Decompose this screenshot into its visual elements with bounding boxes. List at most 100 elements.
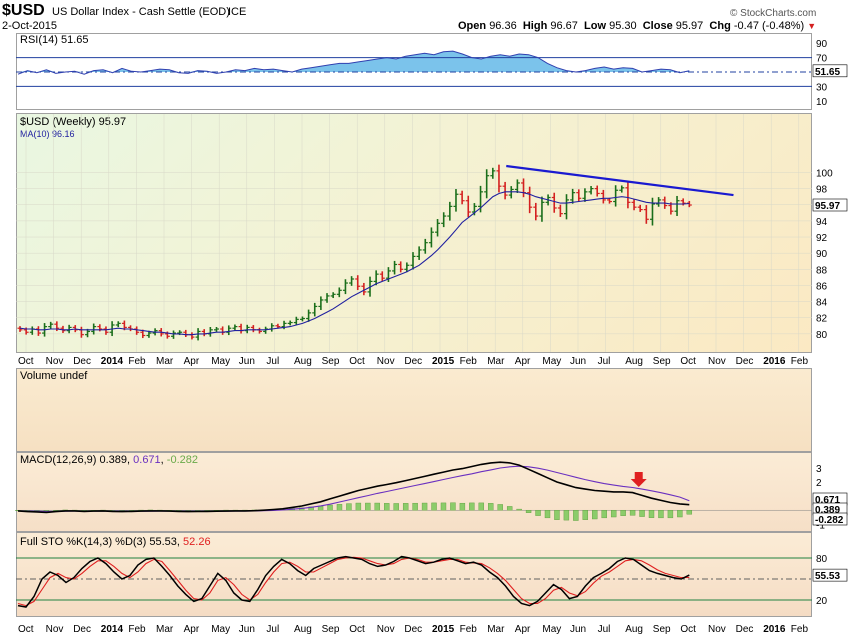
volume-title: Volume undef: [20, 370, 88, 382]
x-axis-label-top: Feb: [460, 356, 478, 367]
rsi-axis-tick: 30: [816, 82, 828, 93]
macd-last-value-label: 0.671: [815, 495, 840, 506]
macd-histogram-bar: [346, 503, 352, 511]
x-axis-label-top: May: [542, 356, 561, 367]
x-axis-label-bottom: Oct: [18, 624, 34, 635]
down-arrow-icon: [630, 472, 647, 487]
macd-histogram-bar: [601, 510, 607, 519]
x-axis-label-top: Dec: [73, 356, 91, 367]
macd-histogram-bar: [544, 510, 551, 519]
macd-label: MACD(12,26,9): [20, 454, 97, 466]
x-axis-label-top: Jul: [598, 356, 611, 367]
x-axis-label-bottom: Jul: [598, 624, 611, 635]
x-axis-label-bottom: 2014: [101, 624, 124, 635]
x-axis-label-top: 2014: [101, 356, 124, 367]
x-axis-label-bottom: Feb: [791, 624, 809, 635]
stochastic-panel: [16, 532, 812, 617]
macd-histogram-bar: [450, 502, 456, 511]
stochastic-last-value-label: 55.53: [815, 571, 840, 582]
macd-axis-tick: -1: [816, 520, 825, 531]
rsi-title: RSI(14) 51.65: [20, 34, 89, 46]
close-label: Close: [642, 20, 673, 32]
price-axis-tick: 80: [816, 330, 828, 341]
x-axis-label-top: Jun: [239, 356, 255, 367]
x-axis-label-top: Apr: [184, 356, 200, 367]
stochastic-label: Full STO %K(14,3) %D(3): [20, 536, 147, 548]
macd-histogram-bar: [402, 503, 409, 511]
price-axis-tick: 90: [816, 249, 828, 260]
x-axis-label-bottom: Aug: [625, 624, 643, 635]
price-last-value-label: 95.97: [815, 201, 840, 212]
x-axis-label-bottom: Sep: [322, 624, 340, 635]
x-axis-label-top: Feb: [791, 356, 809, 367]
macd-title: MACD(12,26,9) 0.389, 0.671, -0.282: [20, 454, 198, 466]
price-axis-tick: 98: [816, 185, 828, 196]
macd-histogram-bar: [639, 510, 645, 517]
macd-histogram-bar: [686, 510, 693, 515]
macd-histogram-bar: [384, 503, 390, 511]
x-axis-label-bottom: Mar: [156, 624, 174, 635]
x-axis-label-top: Oct: [18, 356, 34, 367]
macd-histogram-bar: [327, 504, 333, 511]
macd-last-value-label: 0.389: [815, 505, 840, 516]
ma-legend: MA(10) 96.16: [20, 129, 75, 139]
macd-histogram-bar: [317, 505, 324, 511]
macd-histogram-bar: [53, 510, 59, 511]
macd-line: [17, 461, 690, 514]
chart-symbol: $USD: [2, 2, 45, 19]
signal-value: 0.671: [133, 454, 161, 466]
x-axis-label-bottom: Feb: [128, 624, 146, 635]
macd-histogram-bar: [573, 510, 579, 521]
resistance-trendline: [506, 164, 734, 197]
x-axis-label-bottom: Oct: [680, 624, 696, 635]
volume-panel: [16, 368, 812, 452]
rsi-line: [17, 50, 690, 75]
x-axis-label-top: Oct: [680, 356, 696, 367]
x-axis-label-bottom: Nov: [377, 624, 395, 635]
x-axis-label-bottom: Apr: [184, 624, 200, 635]
macd-last-value-box: [812, 512, 848, 526]
price-axis-tick: 94: [816, 217, 828, 228]
x-axis-label-bottom: Dec: [736, 624, 754, 635]
x-axis-label-top: Feb: [128, 356, 146, 367]
x-axis-label-bottom: Nov: [708, 624, 726, 635]
stochastic-axis-tick: 80: [816, 554, 828, 565]
x-axis-label-bottom: Feb: [460, 624, 478, 635]
x-axis-label-top: Apr: [515, 356, 531, 367]
stochastic-axis-tick: 20: [816, 596, 828, 607]
macd-histogram-bar: [658, 510, 664, 519]
macd-histogram-bar: [506, 506, 513, 511]
x-axis-label-top: 2015: [432, 356, 455, 367]
stochastic-last-value-box: [812, 568, 848, 582]
chart-date: 2-Oct-2015: [2, 20, 58, 32]
price-axis-tick: 88: [816, 265, 828, 276]
macd-last-value-label: -0.282: [815, 515, 844, 526]
x-axis-label-top: Aug: [294, 356, 312, 367]
x-axis-label-top: Nov: [377, 356, 395, 367]
stoch-d-line: [17, 556, 690, 607]
stochastic-title: Full STO %K(14,3) %D(3) 55.53, 52.26: [20, 536, 211, 548]
high-value: 96.67: [550, 20, 578, 32]
macd-histogram-bar: [469, 502, 475, 511]
x-axis-label-top: Nov: [46, 356, 64, 367]
open-value: 96.36: [489, 20, 517, 32]
macd-histogram-bar: [620, 510, 626, 516]
macd-histogram-bar: [554, 510, 560, 520]
macd-histogram-bar: [667, 510, 674, 519]
rsi-overbought-fill: [18, 51, 690, 72]
x-axis-label-top: Jun: [570, 356, 586, 367]
price-last-value-box: [812, 198, 848, 212]
x-axis-label-top: Mar: [487, 356, 505, 367]
macd-histogram-bar: [365, 502, 371, 511]
high-label: High: [522, 20, 548, 32]
macd-histogram-bar: [412, 502, 418, 511]
chg-label: Chg: [709, 20, 731, 32]
x-axis-label-top: Aug: [625, 356, 643, 367]
macd-histogram-bar: [677, 510, 683, 518]
low-label: Low: [584, 20, 607, 32]
macd-histogram-bar: [516, 508, 522, 511]
x-axis-label-bottom: 2016: [763, 624, 786, 635]
ohlc-summary: Open 96.36 High 96.67 Low 95.30 Close 95…: [458, 20, 816, 32]
macd-histogram-bar: [648, 510, 655, 518]
down-triangle-icon: ▼: [807, 21, 817, 31]
